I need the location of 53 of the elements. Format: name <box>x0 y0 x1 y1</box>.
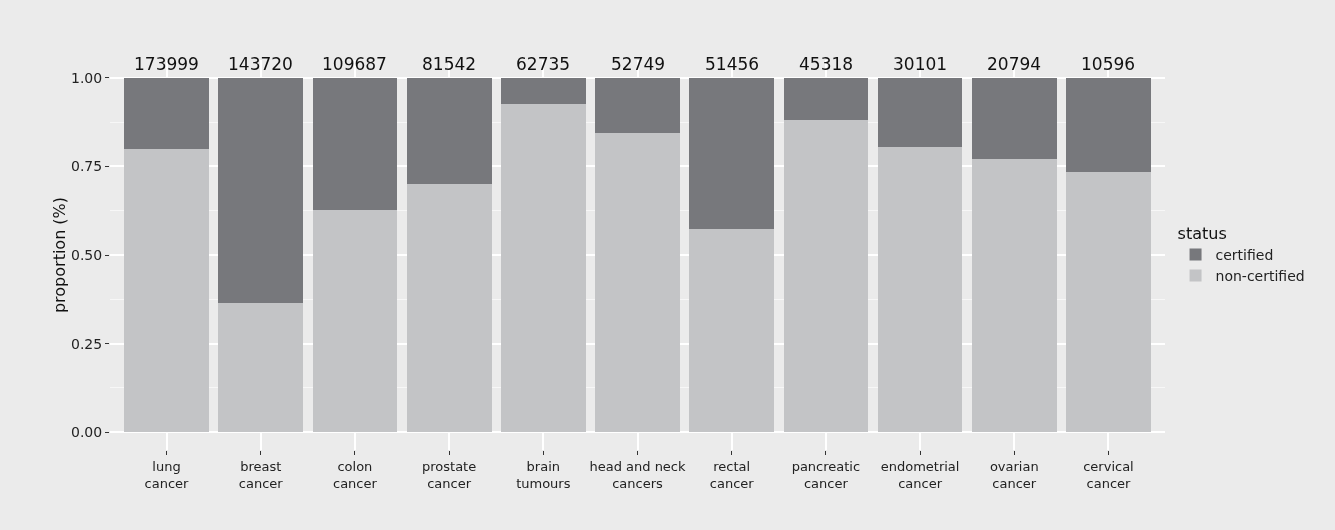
annotation: 51456 <box>705 54 760 74</box>
bar <box>689 77 775 230</box>
x-tick-label: head and neck cancers <box>589 458 687 491</box>
legend-title: status <box>1177 223 1227 243</box>
x-tick-label: brain tumours <box>516 458 571 491</box>
bar <box>971 77 1057 159</box>
bar <box>218 77 304 303</box>
bar <box>783 120 869 433</box>
annotation: 20794 <box>987 54 1042 74</box>
y-tick-label: 0.25 <box>71 335 103 352</box>
bar <box>124 77 209 149</box>
y-tick-label: 0.75 <box>71 158 103 175</box>
x-tick-label: lung cancer <box>144 458 190 491</box>
x-tick-label: endometrial cancer <box>880 458 960 491</box>
bar <box>1066 77 1151 173</box>
annotation: 81542 <box>422 54 477 74</box>
bar <box>595 77 680 133</box>
x-tick-label: breast cancer <box>238 458 284 491</box>
bar <box>1066 172 1151 433</box>
bar <box>312 77 398 210</box>
bar <box>689 229 775 433</box>
legend-label: non-certified <box>1215 268 1305 285</box>
x-tick-label: cervical cancer <box>1083 458 1134 491</box>
annotation: 109687 <box>322 54 387 74</box>
bar <box>218 302 304 433</box>
legend-label: certified <box>1215 246 1274 263</box>
annotation: 62735 <box>516 54 571 74</box>
x-tick-label: colon cancer <box>332 458 378 491</box>
bar <box>406 184 492 433</box>
annotation: 30101 <box>893 54 948 74</box>
bar <box>877 146 963 433</box>
bar <box>595 132 680 433</box>
bar <box>500 104 586 433</box>
x-tick-label: pancreatic cancer <box>791 458 861 491</box>
bar <box>124 148 209 433</box>
annotation: 45318 <box>799 54 854 74</box>
bar <box>406 77 492 185</box>
bar <box>500 77 586 105</box>
x-tick-label: ovarian cancer <box>989 458 1039 491</box>
bar <box>312 209 398 433</box>
x-tick-label: prostate cancer <box>422 458 477 491</box>
bar <box>783 77 869 121</box>
y-axis-title: proportion (%) <box>50 196 70 314</box>
x-tick-label: rectal cancer <box>709 458 755 491</box>
annotation: 173999 <box>134 54 199 74</box>
bar <box>877 77 963 147</box>
y-tick-label: 0.50 <box>71 246 103 263</box>
y-tick-label: 0.00 <box>71 424 103 441</box>
annotation: 143720 <box>228 54 293 74</box>
annotation: 52749 <box>611 54 666 74</box>
annotation: 10596 <box>1081 54 1136 74</box>
bar <box>971 158 1057 433</box>
y-tick-label: 1.00 <box>71 69 103 86</box>
